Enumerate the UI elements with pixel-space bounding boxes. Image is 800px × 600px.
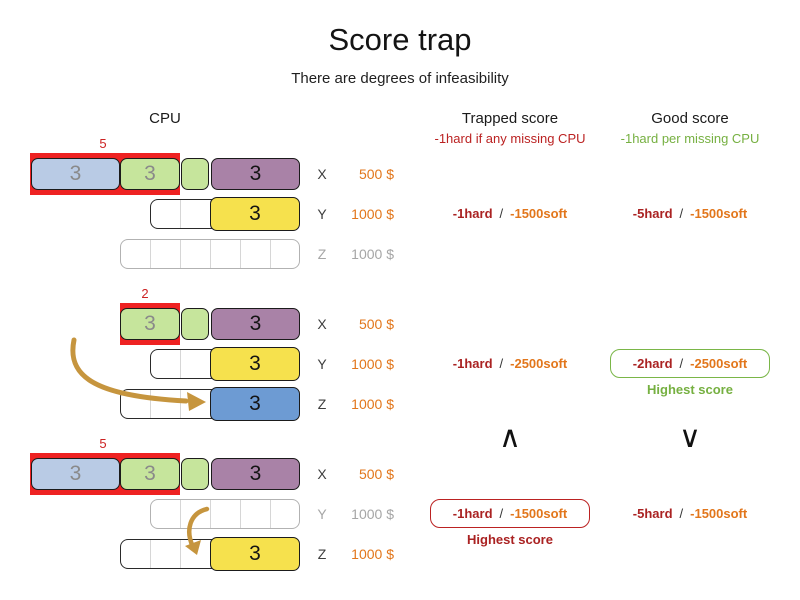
machine-label: Y [317,206,327,222]
cpu-bar-segment-yellow: 3 [210,197,300,231]
soft-score: -1500soft [510,206,568,221]
wedge-down-symbol: ∨ [679,420,701,455]
page-subtitle: There are degrees of infeasibility [291,70,509,87]
machine-label: Z [317,246,327,262]
cpu-bar-segment-green: 3 [120,458,180,490]
machine-label: Z [317,396,327,412]
hard-score: -2hard [632,356,673,371]
cpu-bar-segment-yellow: 3 [210,347,300,381]
cpu-bar-segment-purple: 3 [211,158,300,190]
cpu-bar-segment-green-small [181,308,209,340]
cpu-bar-segment-yellow: 3 [210,537,300,571]
score-separator: / [499,206,504,221]
score-separator: / [679,356,684,371]
score-separator: / [499,506,504,521]
machine-label: Y [317,356,327,372]
overload-badge: 5 [99,136,107,151]
cpu-bar-segment-purple: 3 [211,308,300,340]
soft-score: -1500soft [510,506,568,521]
machine-label: X [317,466,327,482]
machine-cost: 1000 $ [351,246,394,262]
hard-score: -1hard [452,356,493,371]
machine-cost: 1000 $ [351,546,394,562]
soft-score: -1500soft [690,206,748,221]
machine-label: Z [317,546,327,562]
trapped-score-subheader: -1hard if any missing CPU [434,131,586,146]
cpu-bar-segment-steelblue: 3 [210,387,300,421]
cpu-bar-segment-purple: 3 [211,458,300,490]
machine-cost: 1000 $ [351,396,394,412]
machine-label: X [317,166,327,182]
trapped-score-highlight-box: -1hard / -1500soft [430,499,590,528]
machine-cost: 1000 $ [351,356,394,372]
score-separator: / [679,506,684,521]
cpu-column-header: CPU [149,110,181,127]
hard-score: -5hard [632,206,673,221]
highest-score-note: Highest score [647,382,733,397]
machine-label: X [317,316,327,332]
score-separator: / [679,206,684,221]
overload-badge: 5 [99,436,107,451]
trapped-score-value: -1hard / -1500soft [410,206,610,221]
machine-cost: 500 $ [358,466,394,482]
hard-score: -1hard [452,506,493,521]
soft-score: -1500soft [690,506,748,521]
good-score-value: -5hard / -1500soft [590,506,790,521]
machine-cost: 500 $ [358,166,394,182]
overload-badge: 2 [141,286,149,301]
cpu-capacity-bar [120,239,300,269]
score-separator: / [499,356,504,371]
highest-score-note: Highest score [467,532,553,547]
cpu-bar-segment-blue: 3 [31,158,120,190]
page-title: Score trap [328,22,472,57]
wedge-up-symbol: ∧ [499,420,521,455]
cpu-bar-segment-green-small [181,158,209,190]
cpu-capacity-bar [150,499,300,529]
good-score-subheader: -1hard per missing CPU [620,131,760,146]
cpu-bar-segment-green: 3 [120,158,180,190]
machine-cost: 500 $ [358,316,394,332]
hard-score: -5hard [632,506,673,521]
machine-label: Y [317,506,327,522]
good-score-value: -5hard / -1500soft [590,206,790,221]
cpu-bar-segment-green: 3 [120,308,180,340]
soft-score: -2500soft [510,356,568,371]
cpu-bar-segment-green-small [181,458,209,490]
machine-cost: 1000 $ [351,506,394,522]
machine-cost: 1000 $ [351,206,394,222]
trapped-score-header: Trapped score [461,110,559,127]
good-score-header: Good score [651,110,729,127]
cpu-bar-segment-blue: 3 [31,458,120,490]
hard-score: -1hard [452,206,493,221]
good-score-highlight-box: -2hard / -2500soft [610,349,770,378]
trapped-score-value: -1hard / -2500soft [410,356,610,371]
soft-score: -2500soft [690,356,748,371]
